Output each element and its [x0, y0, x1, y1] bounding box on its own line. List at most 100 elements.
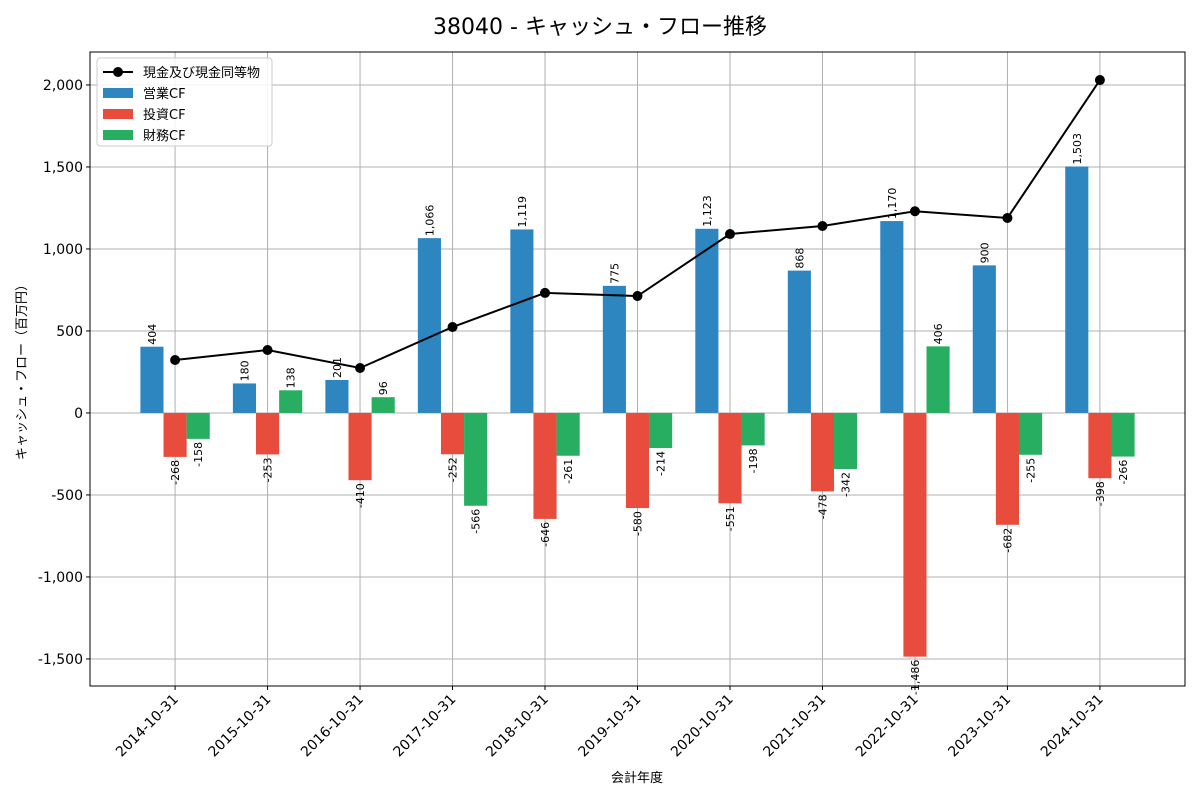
- bar-value-label: -478: [816, 494, 829, 519]
- cash-line-point: [632, 291, 643, 302]
- x-tick-label: 2016-10-31: [298, 692, 367, 761]
- legend-label: 営業CF: [143, 86, 186, 102]
- legend-swatch-icon: [103, 88, 133, 98]
- bar-財務CF: [834, 412, 858, 470]
- legend-label: 財務CF: [143, 129, 186, 144]
- bar-value-label: 406: [932, 323, 945, 344]
- bar-value-label: -551: [724, 506, 737, 531]
- bar-財務CF: [649, 412, 673, 449]
- bar-営業CF: [602, 285, 626, 413]
- y-tick-label: -1,500: [38, 652, 83, 668]
- x-tick-label: 2020-10-31: [668, 692, 737, 761]
- y-tick-label: 1,000: [43, 242, 83, 258]
- bar-value-label: -252: [447, 457, 460, 482]
- bars: [140, 166, 1135, 657]
- bar-value-label: -266: [1117, 460, 1130, 485]
- bar-value-label: 404: [146, 324, 159, 345]
- bar-財務CF: [741, 412, 765, 446]
- bar-value-label: 775: [608, 263, 621, 284]
- grid: [90, 52, 1185, 686]
- bar-value-label: -253: [262, 457, 275, 482]
- bar-value-label: -646: [539, 522, 552, 547]
- x-axis-label: 会計年度: [611, 770, 663, 786]
- cash-line: [170, 75, 1105, 374]
- legend-marker-icon: [113, 67, 123, 77]
- cash-line-point: [170, 354, 181, 365]
- bar-営業CF: [417, 238, 441, 413]
- bar-value-label: -261: [562, 459, 575, 484]
- y-axis-label: キャッシュ・フロー（百万円）: [15, 278, 30, 460]
- cash-line-point: [540, 287, 551, 298]
- bar-value-label: -342: [840, 472, 853, 497]
- cash-line-point: [1094, 75, 1105, 86]
- bar-value-label: 138: [285, 367, 298, 388]
- bar-営業CF: [140, 346, 164, 413]
- bar-営業CF: [972, 265, 996, 413]
- bar-投資CF: [718, 412, 742, 504]
- bar-value-label: 1,503: [1071, 133, 1084, 165]
- bar-財務CF: [464, 412, 488, 506]
- cash-line-point: [817, 220, 828, 231]
- bar-value-label: -410: [354, 483, 367, 508]
- bar-value-label: 1,170: [886, 188, 899, 220]
- bar-営業CF: [695, 228, 719, 413]
- x-tick-label: 2019-10-31: [575, 692, 644, 761]
- y-tick-label: -1,000: [38, 570, 83, 586]
- x-tick-label: 2022-10-31: [853, 692, 922, 761]
- x-tick-label: 2021-10-31: [760, 692, 829, 761]
- bar-value-label: -566: [470, 509, 483, 534]
- legend-label: 現金及び現金同等物: [143, 65, 260, 81]
- x-tick-label: 2023-10-31: [945, 692, 1014, 761]
- cash-line-point: [1002, 212, 1013, 223]
- cash-line-point: [724, 229, 735, 240]
- bar-value-label: -214: [655, 451, 668, 476]
- bar-投資CF: [1088, 412, 1112, 479]
- cash-line-point: [447, 322, 458, 333]
- bar-財務CF: [556, 412, 580, 456]
- bar-value-label: 1,123: [701, 195, 714, 227]
- y-tick-label: 1,500: [43, 160, 83, 176]
- bar-value-label: 868: [793, 248, 806, 269]
- bar-営業CF: [880, 221, 904, 413]
- bar-value-label: -682: [1001, 528, 1014, 553]
- bar-value-label: 1,066: [423, 205, 436, 237]
- bar-value-label: 96: [377, 381, 390, 395]
- bar-営業CF: [510, 229, 534, 413]
- legend-box: [96, 57, 273, 147]
- bar-財務CF: [186, 412, 210, 439]
- legend-label: 投資CF: [143, 107, 186, 123]
- cash-line-point: [355, 363, 366, 374]
- bar-営業CF: [325, 379, 349, 413]
- x-tick-label: 2015-10-31: [206, 692, 275, 761]
- bar-投資CF: [163, 412, 187, 457]
- bar-value-label: -158: [192, 442, 205, 467]
- bar-value-label: 1,119: [516, 196, 529, 228]
- bar-営業CF: [1065, 166, 1089, 413]
- bar-value-label: -580: [632, 511, 645, 536]
- x-tick-label: 2024-10-31: [1038, 692, 1107, 761]
- legend-swatch-icon: [103, 109, 133, 119]
- bar-財務CF: [1111, 412, 1135, 457]
- bar-投資CF: [903, 412, 927, 657]
- x-tick-label: 2017-10-31: [391, 692, 460, 761]
- y-tick-label: 0: [74, 406, 83, 422]
- bar-value-label: -198: [747, 448, 760, 473]
- bar-投資CF: [256, 412, 280, 455]
- bar-営業CF: [787, 270, 811, 413]
- cash-line-point: [909, 206, 920, 217]
- bar-財務CF: [926, 346, 950, 413]
- bar-投資CF: [348, 412, 372, 481]
- bar-投資CF: [995, 412, 1019, 525]
- bar-営業CF: [232, 383, 257, 413]
- bar-value-label: 180: [238, 360, 251, 381]
- x-tick-label: 2014-10-31: [113, 692, 182, 761]
- bar-投資CF: [533, 412, 557, 519]
- cash-line-point: [262, 344, 273, 355]
- bar-value-label: -268: [169, 460, 182, 485]
- bar-財務CF: [279, 390, 303, 413]
- bar-value-label: -398: [1094, 481, 1107, 506]
- bar-財務CF: [1018, 412, 1043, 455]
- y-tick-label: 500: [56, 324, 83, 340]
